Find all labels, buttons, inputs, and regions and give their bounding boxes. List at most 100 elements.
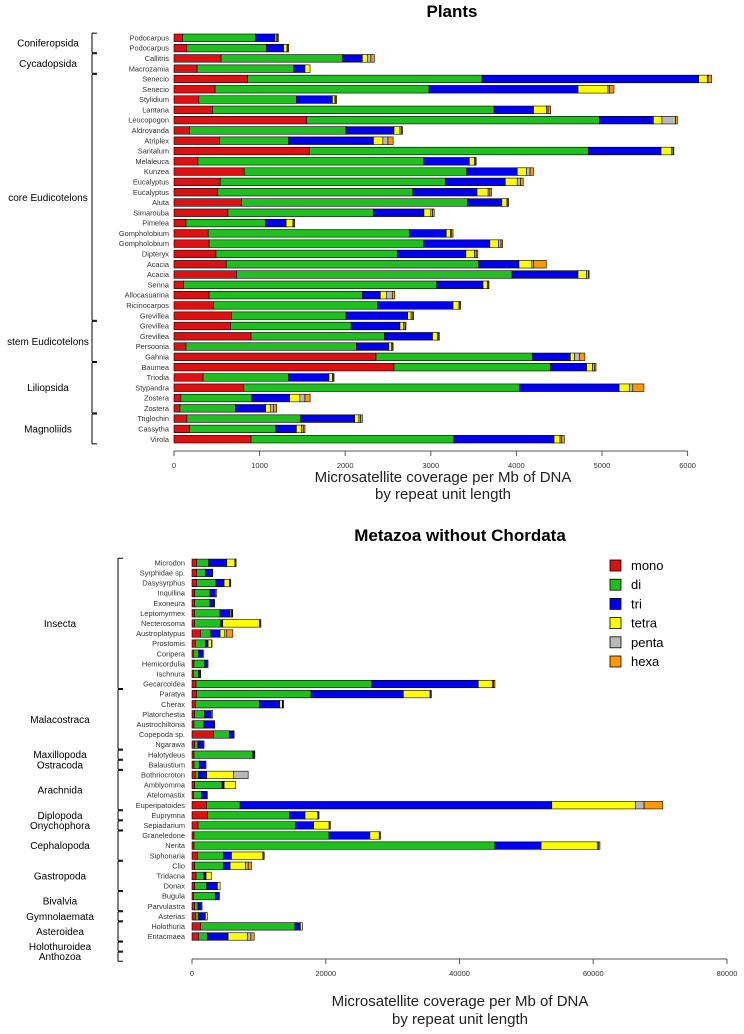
bar-segment-di (200, 629, 212, 638)
bar-segment-di (393, 363, 551, 372)
bar-segment-mono (173, 321, 231, 331)
category-label: Bugula (162, 892, 186, 901)
bar-segment-di (208, 239, 425, 248)
group-label: Onychophora (30, 821, 90, 832)
bar-segment-mono (173, 332, 252, 341)
bar-segment-tetra (452, 301, 460, 310)
bar-segment-tri (288, 136, 374, 145)
bar-segment-tetra (362, 54, 368, 63)
bar-segment-tri (223, 851, 232, 860)
bar-segment-tri (294, 922, 301, 931)
bar-segment-mono (173, 373, 204, 382)
bar-segment-tetra (540, 841, 598, 850)
plants-x-axis-label-line1: Microsatellite coverage per Mb of DNA (315, 469, 572, 486)
bar-segment-hexa (304, 393, 311, 403)
bar-segment-di (196, 558, 210, 567)
x-tick-label: 4000 (508, 461, 525, 470)
bar-segment-mono (173, 177, 221, 187)
x-tick-label: 20000 (315, 969, 336, 978)
category-label: Eucalyptus (133, 177, 169, 186)
bar-segment-hexa (401, 126, 403, 135)
legend-label-tetra: tetra (631, 616, 658, 631)
bar-segment-hexa (412, 311, 414, 320)
bar-segment-di (197, 851, 224, 860)
bar-segment-mono (191, 811, 208, 820)
bar-segment-di (207, 811, 290, 820)
category-label: Simarouba (133, 208, 170, 217)
bar-segment-mono (191, 639, 196, 648)
bar-segment-penta (224, 629, 228, 638)
bar-segment-di (186, 414, 301, 423)
bar-segment-hexa (263, 851, 265, 860)
bar-segment-di (193, 659, 206, 668)
bar-segment-hexa (277, 33, 279, 42)
bar-segment-mono (173, 270, 237, 279)
bar-segment-tri (209, 599, 215, 608)
bar-segment-hexa (318, 811, 320, 820)
bar-segment-di (179, 404, 236, 413)
bar-segment-tri (201, 791, 208, 800)
x-tick-label: 5000 (594, 461, 611, 470)
bar-segment-di (250, 332, 385, 341)
bar-segment-tetra (226, 558, 236, 567)
group-label: Malacostraca (30, 715, 90, 726)
bar-segment-di (213, 730, 230, 739)
x-tick-label: 6000 (679, 461, 696, 470)
bar-segment-mono (191, 679, 197, 689)
bar-segment-di (196, 578, 217, 588)
category-label: Syrphidae sp. (140, 569, 185, 578)
group-label: Bivalvia (43, 897, 78, 908)
bar-segment-di (208, 290, 363, 300)
bar-segment-tri (412, 188, 478, 197)
bar-segment-di (375, 352, 533, 361)
bar-segment-di (185, 218, 266, 228)
bar-segment-tri (204, 659, 208, 668)
category-label: Gahnia (145, 352, 170, 361)
group-label: Arachnida (37, 786, 82, 797)
category-label: Podocarpus (130, 33, 170, 42)
bar-segment-tri (373, 208, 425, 217)
bar-segment-tri (259, 700, 280, 709)
bar-segment-tri (199, 760, 206, 769)
bar-segment-di (185, 342, 357, 351)
bar-segment-tetra (373, 136, 384, 145)
category-label: Callitris (145, 54, 170, 63)
bar-segment-tetra (393, 126, 401, 135)
category-label: Kunzea (144, 167, 170, 176)
legend-label-penta: penta (631, 635, 664, 650)
bar-segment-hexa (430, 690, 432, 699)
bar-segment-hexa (229, 578, 232, 588)
bar-segment-mono (173, 116, 307, 125)
category-label: Allocasuarina (125, 291, 170, 300)
plants-x-axis-label-line2: by repeat unit length (375, 486, 511, 503)
bar-segment-tetra (476, 188, 489, 197)
category-label: Euprymna (151, 811, 186, 820)
category-label: Grevillea (140, 311, 170, 320)
category-label: Grevillea (140, 332, 170, 341)
bar-segment-mono (191, 861, 195, 870)
bar-segment-di (194, 780, 223, 790)
bar-segment-tri (239, 801, 553, 810)
category-label: Entacmaea (148, 932, 186, 941)
bar-segment-di (194, 902, 199, 911)
bar-segment-tetra (518, 260, 533, 269)
bar-segment-tetra (223, 578, 230, 588)
bar-segment-di (207, 229, 410, 238)
bar-segment-di (212, 105, 495, 114)
category-label: Senna (148, 280, 170, 289)
legend-label-hexa: hexa (631, 654, 660, 669)
bar-segment-tri (221, 780, 225, 790)
bar-segment-tri (275, 424, 297, 434)
bar-segment-di (193, 841, 496, 850)
bar-segment-mono (173, 280, 184, 289)
bar-segment-mono (173, 249, 217, 259)
bar-segment-hexa (404, 321, 407, 331)
category-label: Ricinocarpos (126, 301, 169, 310)
bar-segment-tetra (423, 208, 432, 217)
category-label: Coripera (157, 649, 186, 658)
bar-segment-tri (467, 198, 503, 207)
category-label: Grevillea (140, 322, 170, 331)
bar-segment-hexa (438, 332, 440, 341)
bar-segment-di (198, 95, 297, 104)
bar-segment-hexa (489, 188, 492, 197)
